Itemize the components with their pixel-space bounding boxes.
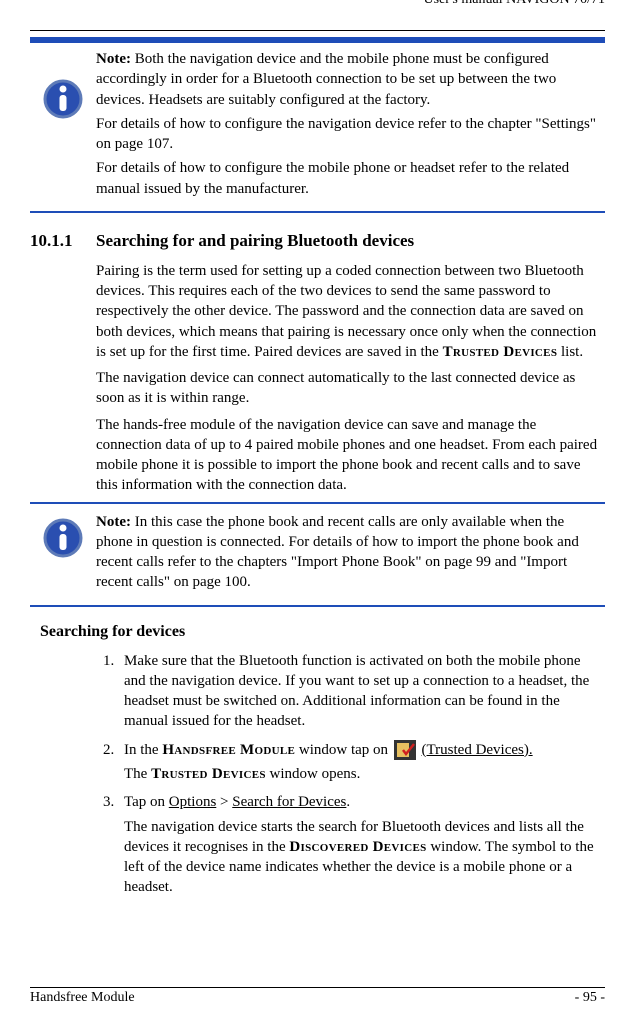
trusted-devices-icon (394, 740, 416, 760)
s2b: window tap on (295, 742, 392, 758)
divider-blue-3 (30, 605, 605, 607)
section-p3: The hands-free module of the navigation … (96, 415, 601, 496)
note2-text: Note: In this case the phone book and re… (96, 512, 605, 597)
s3c: . (346, 794, 350, 810)
trusted-devices-sc: Trusted Devices (443, 344, 558, 360)
steps-list: Make sure that the Bluetooth function is… (96, 651, 601, 898)
divider-blue-1 (30, 211, 605, 213)
note1-p2: For details of how to configure the navi… (96, 114, 601, 155)
footer-left: Handsfree Module (30, 990, 135, 1006)
s2c: (Trusted Devices). (422, 742, 533, 758)
header-title: User's manual NAVIGON 70/71 (30, 0, 605, 8)
divider-blue-2 (30, 502, 605, 504)
footer-right: - 95 - (575, 990, 605, 1006)
s2a: In the (124, 742, 162, 758)
note-block-2: Note: In this case the phone book and re… (30, 510, 605, 599)
header-rule (30, 30, 605, 31)
note-text: Note: Both the navigation device and the… (96, 49, 605, 203)
sub-heading: Searching for devices (40, 623, 605, 641)
s3b: > (216, 794, 232, 810)
note2-body: In this case the phone book and recent c… (96, 514, 579, 591)
section-title: Searching for and pairing Bluetooth devi… (96, 231, 414, 251)
section-body: Pairing is the term used for setting up … (96, 261, 601, 496)
s3a: Tap on (124, 794, 169, 810)
step-3: Tap on Options > Search for Devices. The… (118, 792, 601, 897)
page-footer: Handsfree Module - 95 - (30, 987, 605, 1006)
section-number: 10.1.1 (30, 231, 96, 251)
s2p2a: The (124, 766, 151, 782)
search-devices-link: Search for Devices (232, 794, 346, 810)
note-icon-col (30, 49, 96, 119)
handsfree-sc: Handsfree Module (162, 742, 295, 758)
options-link: Options (169, 794, 217, 810)
trusted-devices-sc-2: Trusted Devices (151, 766, 266, 782)
section-heading-row: 10.1.1 Searching for and pairing Bluetoo… (30, 231, 605, 251)
p1c: list. (557, 344, 583, 360)
discovered-devices-sc: Discovered Devices (289, 839, 426, 855)
note-label: Note: (96, 51, 131, 67)
note-label-2: Note: (96, 514, 131, 530)
accent-bar-top (30, 37, 605, 43)
info-icon (43, 518, 83, 558)
section-p1: Pairing is the term used for setting up … (96, 261, 601, 362)
section-p2: The navigation device can connect automa… (96, 368, 601, 409)
note1-p3: For details of how to configure the mobi… (96, 158, 601, 199)
info-icon (43, 79, 83, 119)
note-icon-col-2 (30, 512, 96, 558)
step-2: In the Handsfree Module window tap on (T… (118, 740, 601, 785)
s2p2b: window opens. (266, 766, 361, 782)
step-1: Make sure that the Bluetooth function is… (118, 651, 601, 732)
step1-text: Make sure that the Bluetooth function is… (124, 653, 589, 730)
note1-p1: Both the navigation device and the mobil… (96, 51, 556, 108)
note-block-1: Note: Both the navigation device and the… (30, 47, 605, 205)
